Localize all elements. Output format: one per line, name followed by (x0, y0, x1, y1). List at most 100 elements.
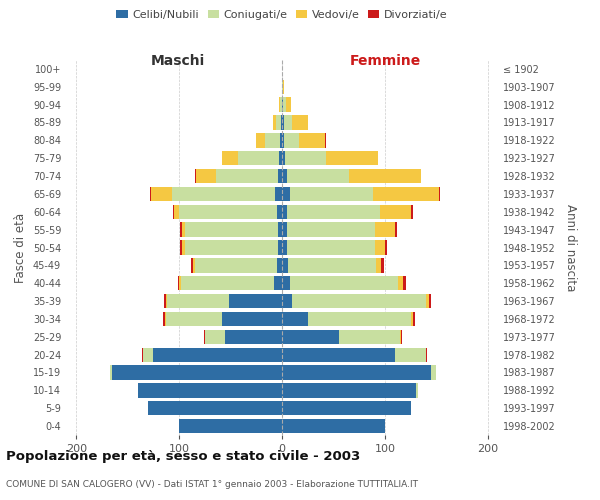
Bar (273, 116, 276, 130)
Bar (196, 169, 216, 183)
Bar (283, 98, 286, 112)
Bar (431, 366, 436, 380)
Bar (180, 240, 182, 254)
Bar (193, 258, 194, 272)
Bar (373, 187, 439, 201)
Bar (338, 330, 400, 344)
Bar (381, 258, 384, 272)
Bar (299, 133, 325, 148)
Bar (278, 222, 282, 237)
Bar (182, 240, 185, 254)
Bar (281, 116, 282, 130)
Bar (166, 294, 167, 308)
Legend: Celibi/Nubili, Coniugati/e, Vedovi/e, Divorziati/e: Celibi/Nubili, Coniugati/e, Vedovi/e, Di… (112, 6, 452, 25)
Bar (282, 294, 292, 308)
Bar (282, 187, 290, 201)
Bar (374, 222, 395, 237)
Bar (282, 383, 416, 398)
Bar (400, 330, 401, 344)
Text: Femmine: Femmine (350, 54, 421, 68)
Bar (282, 222, 287, 237)
Bar (278, 169, 282, 183)
Bar (290, 187, 373, 201)
Bar (151, 187, 172, 201)
Bar (165, 312, 166, 326)
Bar (410, 312, 413, 326)
Text: COMUNE DI SAN CALOGERO (VV) - Dati ISTAT 1° gennaio 2003 - Elaborazione TUTTITAL: COMUNE DI SAN CALOGERO (VV) - Dati ISTAT… (6, 480, 418, 489)
Bar (223, 312, 282, 326)
Bar (282, 312, 308, 326)
Bar (191, 258, 193, 272)
Bar (395, 222, 397, 237)
Bar (223, 151, 238, 166)
Bar (287, 240, 374, 254)
Bar (229, 294, 282, 308)
Bar (282, 240, 287, 254)
Bar (265, 133, 280, 148)
Bar (167, 294, 229, 308)
Bar (286, 98, 291, 112)
Bar (112, 366, 282, 380)
Bar (292, 294, 426, 308)
Bar (282, 258, 288, 272)
Bar (179, 204, 277, 219)
Bar (181, 276, 274, 290)
Bar (280, 98, 282, 112)
Bar (148, 401, 282, 415)
Bar (413, 312, 415, 326)
Bar (279, 151, 282, 166)
Bar (166, 312, 223, 326)
Text: Maschi: Maschi (151, 54, 205, 68)
Bar (163, 312, 165, 326)
Bar (194, 258, 277, 272)
Bar (282, 151, 285, 166)
Bar (205, 330, 226, 344)
Bar (395, 348, 426, 362)
Y-axis label: Fasce di età: Fasce di età (14, 212, 27, 282)
Bar (288, 258, 376, 272)
Bar (349, 169, 421, 183)
Bar (278, 240, 282, 254)
Bar (282, 401, 410, 415)
Bar (292, 116, 308, 130)
Bar (285, 151, 326, 166)
Bar (276, 116, 281, 130)
Bar (164, 294, 166, 308)
Bar (226, 330, 282, 344)
Bar (256, 133, 265, 148)
Bar (287, 204, 380, 219)
Bar (277, 204, 282, 219)
Bar (142, 348, 143, 362)
Bar (429, 294, 431, 308)
Bar (416, 383, 418, 398)
Bar (138, 383, 282, 398)
Bar (325, 133, 326, 148)
Bar (194, 169, 196, 183)
Bar (282, 116, 284, 130)
Bar (282, 419, 385, 433)
Bar (179, 276, 181, 290)
Bar (290, 276, 398, 290)
Bar (284, 133, 299, 148)
Bar (284, 116, 292, 130)
Bar (280, 133, 282, 148)
Bar (274, 276, 282, 290)
Bar (287, 222, 374, 237)
Bar (204, 330, 205, 344)
Bar (277, 258, 282, 272)
Bar (172, 187, 275, 201)
Bar (110, 366, 112, 380)
Bar (308, 312, 410, 326)
Bar (279, 98, 280, 112)
Bar (282, 98, 283, 112)
Bar (182, 222, 185, 237)
Bar (282, 366, 431, 380)
Bar (282, 348, 395, 362)
Bar (180, 222, 182, 237)
Bar (216, 169, 278, 183)
Bar (287, 169, 349, 183)
Bar (403, 276, 406, 290)
Bar (326, 151, 377, 166)
Bar (174, 204, 179, 219)
Bar (374, 240, 385, 254)
